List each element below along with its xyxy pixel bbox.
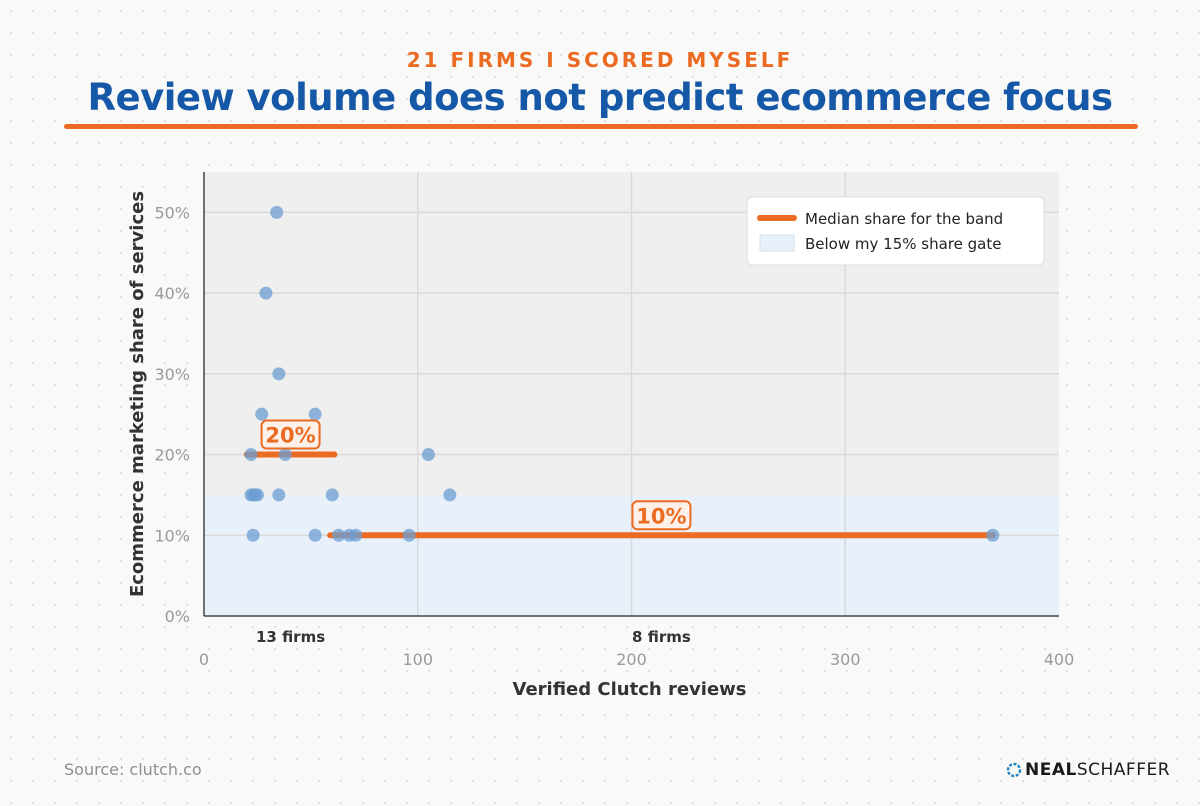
median-label: 10% bbox=[636, 504, 686, 528]
y-tick-label: 40% bbox=[154, 284, 190, 303]
data-point bbox=[270, 205, 284, 219]
data-point bbox=[272, 367, 286, 381]
source-note: Source: clutch.co bbox=[64, 760, 202, 779]
data-point bbox=[272, 488, 286, 502]
legend-box bbox=[746, 196, 1045, 266]
data-point bbox=[255, 407, 269, 421]
x-axis-label: Verified Clutch reviews bbox=[513, 679, 747, 700]
y-axis-label: Ecommerce marketing share of services bbox=[127, 191, 148, 597]
legend-swatch-area bbox=[759, 234, 795, 252]
data-point bbox=[244, 448, 258, 462]
chart-title: Review volume does not predict ecommerce… bbox=[87, 76, 1113, 119]
data-point bbox=[332, 528, 346, 542]
brand-mark-icon bbox=[1006, 762, 1022, 778]
y-tick-label: 20% bbox=[154, 446, 190, 465]
data-point bbox=[349, 528, 363, 542]
y-tick-label: 10% bbox=[154, 526, 190, 545]
chart-kicker: 21 FIRMS I SCORED MYSELF bbox=[406, 48, 794, 72]
brand-first: NEAL bbox=[1025, 760, 1077, 780]
y-tick-label: 0% bbox=[165, 607, 190, 626]
band-count-label: 8 firms bbox=[632, 628, 691, 646]
median-label-box bbox=[260, 419, 321, 450]
data-point bbox=[250, 488, 264, 502]
brand-logo: NEALSCHAFFER bbox=[1006, 760, 1170, 780]
x-tick-label: 200 bbox=[616, 650, 647, 669]
data-point bbox=[986, 528, 1000, 542]
x-tick-label: 100 bbox=[402, 650, 433, 669]
data-point bbox=[402, 528, 416, 542]
legend-label: Below my 15% share gate bbox=[805, 235, 1001, 253]
data-point bbox=[308, 407, 322, 421]
median-label: 20% bbox=[265, 424, 315, 448]
band-count-label: 13 firms bbox=[256, 628, 325, 646]
data-point bbox=[308, 528, 322, 542]
data-point bbox=[443, 488, 457, 502]
y-tick-label: 30% bbox=[154, 365, 190, 384]
legend-label: Median share for the band bbox=[805, 210, 1003, 228]
data-point bbox=[278, 448, 292, 462]
x-tick-label: 0 bbox=[199, 650, 209, 669]
y-tick-label: 50% bbox=[154, 203, 190, 222]
data-point bbox=[259, 286, 273, 300]
data-point bbox=[421, 448, 435, 462]
x-tick-label: 400 bbox=[1044, 650, 1075, 669]
data-point bbox=[246, 528, 260, 542]
median-label-box bbox=[631, 500, 692, 531]
brand-last: SCHAFFER bbox=[1076, 760, 1171, 780]
data-point bbox=[325, 488, 339, 502]
title-underline bbox=[64, 124, 1138, 129]
x-tick-label: 300 bbox=[830, 650, 861, 669]
